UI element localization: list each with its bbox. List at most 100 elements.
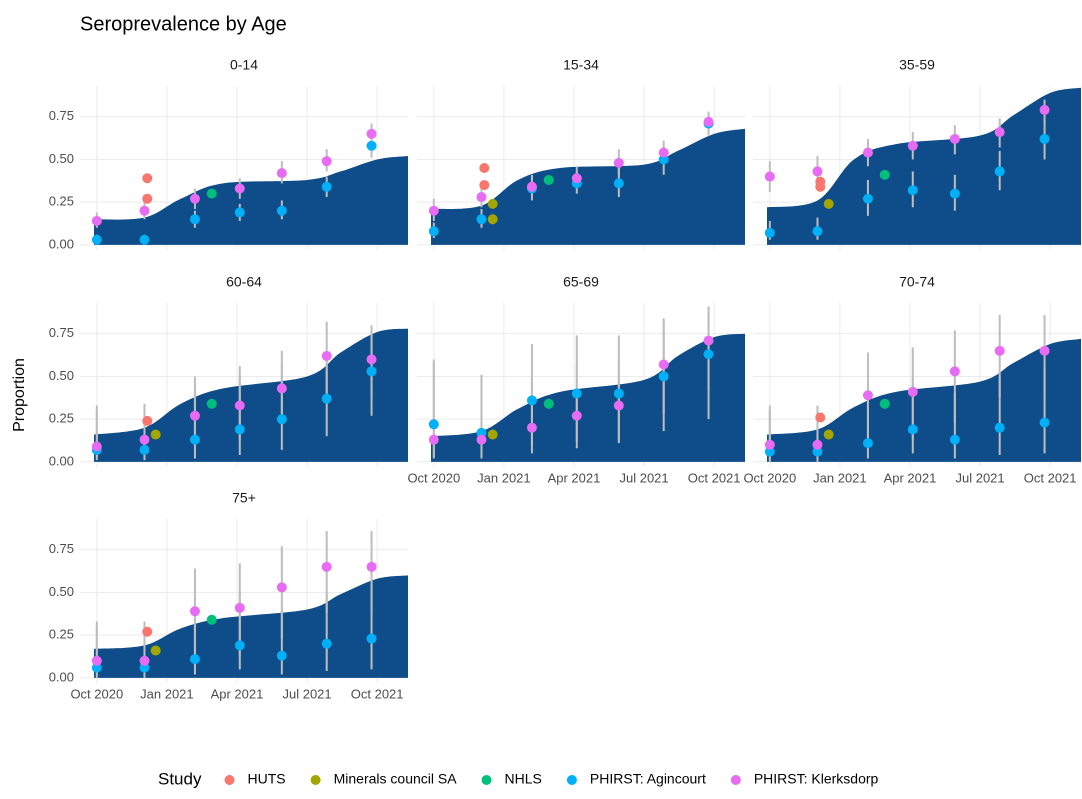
legend-label: HUTS: [247, 771, 285, 787]
data-point: [479, 180, 490, 191]
model-area: [94, 156, 409, 245]
data-point: [862, 193, 873, 204]
legend-label: Minerals council SA: [334, 771, 458, 787]
data-point: [658, 154, 669, 165]
data-point: [142, 193, 153, 204]
data-point: [613, 157, 624, 168]
y-tick-label: 0.75: [49, 541, 74, 556]
facet-title: 70-74: [899, 274, 935, 290]
facet-title: 0-14: [230, 57, 258, 73]
data-point: [879, 398, 890, 409]
facet-title: 35-59: [899, 57, 935, 73]
data-point: [321, 393, 332, 404]
data-point: [276, 650, 287, 661]
data-point: [949, 133, 960, 144]
data-point: [150, 645, 161, 656]
data-point: [366, 561, 377, 572]
x-tick-label: Oct 2021: [351, 686, 404, 701]
data-point: [91, 215, 102, 226]
data-point: [1039, 133, 1050, 144]
facet-title: 75+: [232, 490, 256, 506]
data-point: [571, 410, 582, 421]
data-point: [276, 205, 287, 216]
model-area: [767, 87, 1081, 245]
x-tick-label: Jul 2021: [619, 470, 668, 485]
data-point: [487, 214, 498, 225]
data-point: [366, 128, 377, 139]
data-point: [526, 422, 537, 433]
y-tick-label: 0.50: [49, 368, 74, 383]
data-point: [823, 429, 834, 440]
data-point: [428, 226, 439, 237]
data-point: [206, 398, 217, 409]
data-point: [613, 400, 624, 411]
data-point: [812, 166, 823, 177]
data-point: [658, 359, 669, 370]
legend-swatch: [566, 775, 577, 785]
data-point: [139, 205, 150, 216]
data-point: [862, 390, 873, 401]
data-point: [703, 116, 714, 127]
data-point: [658, 371, 669, 382]
data-point: [949, 366, 960, 377]
data-point: [234, 207, 245, 218]
legend-swatch: [224, 775, 235, 785]
data-point: [476, 214, 487, 225]
data-point: [206, 614, 217, 625]
data-point: [487, 429, 498, 440]
data-point: [1039, 104, 1050, 115]
x-tick-label: Oct 2020: [70, 686, 123, 701]
x-tick-label: Oct 2020: [743, 470, 796, 485]
x-tick-label: Apr 2021: [211, 686, 264, 701]
facet-title: 15-34: [563, 57, 599, 73]
data-point: [428, 419, 439, 430]
data-point: [234, 640, 245, 651]
data-point: [189, 214, 200, 225]
data-point: [276, 168, 287, 179]
data-point: [1039, 417, 1050, 428]
x-tick-label: Jan 2021: [813, 470, 867, 485]
data-point: [949, 434, 960, 445]
data-point: [994, 166, 1005, 177]
data-point: [366, 633, 377, 644]
data-point: [862, 147, 873, 158]
x-tick-label: Jul 2021: [282, 686, 331, 701]
data-point: [476, 192, 487, 203]
data-point: [189, 434, 200, 445]
data-point: [658, 147, 669, 158]
x-tick-label: Jul 2021: [955, 470, 1004, 485]
legend-swatch: [310, 775, 321, 785]
data-point: [276, 383, 287, 394]
data-point: [613, 388, 624, 399]
data-point: [815, 412, 826, 423]
data-point: [526, 395, 537, 406]
y-tick-label: 0.00: [49, 236, 74, 251]
data-point: [366, 354, 377, 365]
data-point: [321, 181, 332, 192]
x-tick-label: Jan 2021: [140, 686, 194, 701]
data-point: [91, 655, 102, 666]
y-tick-label: 0.00: [49, 453, 74, 468]
legend-label: PHIRST: Klerksdorp: [754, 771, 879, 787]
data-point: [142, 173, 153, 184]
data-point: [812, 446, 823, 457]
y-tick-label: 0.75: [49, 108, 74, 123]
y-tick-label: 0.50: [49, 584, 74, 599]
x-tick-label: Apr 2021: [548, 470, 601, 485]
data-point: [994, 422, 1005, 433]
data-point: [150, 429, 161, 440]
data-point: [764, 171, 775, 182]
facet-title: 65-69: [563, 274, 599, 290]
data-point: [815, 176, 826, 187]
data-point: [764, 439, 775, 450]
data-point: [764, 446, 775, 457]
y-tick-label: 0.25: [49, 194, 74, 209]
y-tick-label: 0.25: [49, 627, 74, 642]
data-point: [1039, 345, 1050, 356]
data-point: [321, 350, 332, 361]
data-point: [487, 198, 498, 209]
data-point: [479, 163, 490, 173]
data-point: [543, 174, 554, 185]
x-tick-label: Jan 2021: [477, 470, 531, 485]
